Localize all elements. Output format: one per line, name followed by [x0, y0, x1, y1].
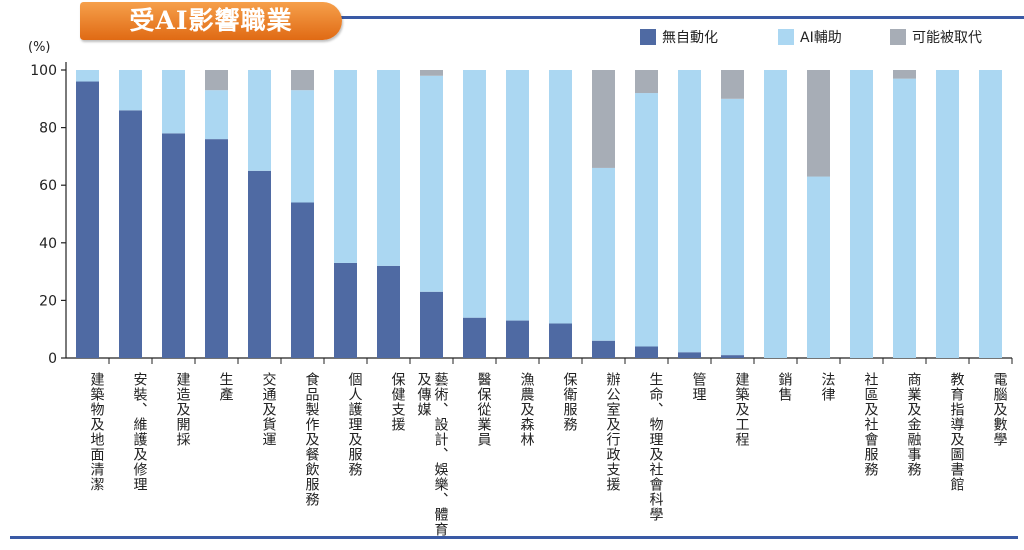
- x-category-label: 銷售: [776, 372, 793, 402]
- x-category-label: 商業及金融事務: [905, 372, 922, 477]
- x-category-label: 建築物及地面清潔: [88, 372, 105, 492]
- y-tick-label: 80: [39, 121, 57, 137]
- bottom-rule: [10, 536, 1018, 539]
- y-tick-label: 0: [48, 351, 57, 367]
- bar-segment-ai-assist: [979, 70, 1002, 358]
- legend-swatch: [890, 29, 906, 45]
- bar-segment-ai-assist: [248, 70, 271, 171]
- x-category-label: 個人護理及服務: [346, 372, 363, 477]
- legend-label: AI輔助: [800, 30, 842, 46]
- x-category-label: 漁農及森林: [518, 372, 535, 447]
- bar-segment-ai-assist: [936, 70, 959, 358]
- bar-segment-replaceable: [893, 70, 916, 79]
- bar-segment-no-automation: [205, 139, 228, 358]
- legend-label: 無自動化: [662, 30, 718, 46]
- x-ticks: [108, 358, 1013, 364]
- bar-segment-replaceable: [635, 70, 658, 94]
- bar-segment-no-automation: [377, 265, 400, 358]
- x-category-label: 電腦及數學: [991, 372, 1008, 447]
- bar-segment-no-automation: [506, 320, 529, 358]
- legend-item-no-automation: 無自動化: [640, 26, 718, 48]
- bar-segment-no-automation: [549, 323, 572, 358]
- bar-segment-ai-assist: [721, 98, 744, 356]
- bar-segment-no-automation: [248, 170, 271, 358]
- x-category-label: 教育指導及圖書館: [948, 372, 965, 492]
- bar-segment-ai-assist: [807, 176, 830, 358]
- x-category-label: 建造及開採: [174, 372, 191, 447]
- bars: [76, 70, 1002, 359]
- y-tick-label: 20: [39, 293, 57, 309]
- bar-segment-replaceable: [420, 70, 443, 76]
- chart-title: 受AI影響職業: [129, 6, 293, 35]
- bar-segment-ai-assist: [678, 70, 701, 353]
- legend-label: 可能被取代: [912, 30, 982, 46]
- bar-segment-no-automation: [592, 340, 615, 358]
- x-category-label: 食品製作及餐飲服務: [303, 372, 320, 507]
- bar-segment-ai-assist: [420, 75, 443, 292]
- bar-segment-ai-assist: [76, 70, 99, 82]
- bar-segment-replaceable: [721, 70, 744, 99]
- x-category-label: 社區及社會服務: [862, 372, 879, 477]
- x-category-label: 建築及工程: [733, 372, 750, 447]
- bar-segment-ai-assist: [377, 70, 400, 266]
- x-category-label: 保衛服務: [561, 372, 578, 432]
- bar-segment-no-automation: [291, 202, 314, 358]
- bar-segment-no-automation: [420, 291, 443, 358]
- legend-item-ai-assist: AI輔助: [778, 26, 842, 48]
- bar-segment-no-automation: [721, 355, 744, 358]
- top-rule: [330, 16, 1024, 19]
- x-category-label: 安裝、維護及修理: [131, 372, 148, 492]
- x-category-label: 醫保從業員: [475, 372, 492, 447]
- x-category-label: 管理: [690, 372, 707, 402]
- x-category-label: 交通及貨運: [260, 372, 277, 447]
- bar-segment-replaceable: [291, 70, 314, 91]
- bar-segment-replaceable: [205, 70, 228, 91]
- legend: 無自動化 AI輔助 可能被取代: [0, 26, 1024, 48]
- legend-item-replaceable: 可能被取代: [890, 26, 982, 48]
- bar-segment-no-automation: [162, 133, 185, 358]
- x-category-label: 保健支援: [389, 372, 406, 432]
- bar-segment-no-automation: [463, 317, 486, 358]
- bar-segment-replaceable: [592, 70, 615, 168]
- x-category-label: 生命、物理及社會科學: [647, 372, 664, 522]
- bar-segment-ai-assist: [334, 70, 357, 263]
- legend-swatch: [640, 29, 656, 45]
- bar-segment-ai-assist: [205, 90, 228, 140]
- bar-segment-no-automation: [76, 81, 99, 359]
- y-tick-label: 60: [39, 178, 57, 194]
- bar-segment-no-automation: [334, 262, 357, 358]
- title-badge: 受AI影響職業: [80, 2, 342, 40]
- x-category-label: 生產: [217, 372, 234, 402]
- x-category-label: 藝術、設計、娛樂、體育及傳媒: [415, 372, 449, 537]
- bar-segment-ai-assist: [162, 70, 185, 134]
- x-category-label: 法律: [819, 372, 836, 402]
- bar-segment-ai-assist: [635, 93, 658, 347]
- bar-segment-ai-assist: [549, 70, 572, 324]
- bar-segment-no-automation: [119, 110, 142, 358]
- bar-segment-no-automation: [678, 352, 701, 358]
- y-tick-label: 100: [30, 63, 57, 79]
- bar-segment-ai-assist: [850, 70, 873, 358]
- bar-segment-ai-assist: [506, 70, 529, 321]
- y-tick-label: 40: [39, 236, 57, 252]
- x-category-label: 辦公室及行政支援: [604, 372, 621, 492]
- bar-segment-ai-assist: [764, 70, 787, 358]
- bar-segment-replaceable: [807, 70, 830, 177]
- bar-segment-ai-assist: [291, 90, 314, 203]
- bar-segment-no-automation: [635, 346, 658, 358]
- y-ticks: 0 20 40 60 80 100: [30, 63, 66, 367]
- bar-segment-ai-assist: [592, 167, 615, 341]
- legend-swatch: [778, 29, 794, 45]
- y-axis-unit-label: (%): [28, 40, 51, 55]
- bar-segment-ai-assist: [893, 78, 916, 358]
- bar-segment-ai-assist: [119, 70, 142, 111]
- bar-segment-ai-assist: [463, 70, 486, 318]
